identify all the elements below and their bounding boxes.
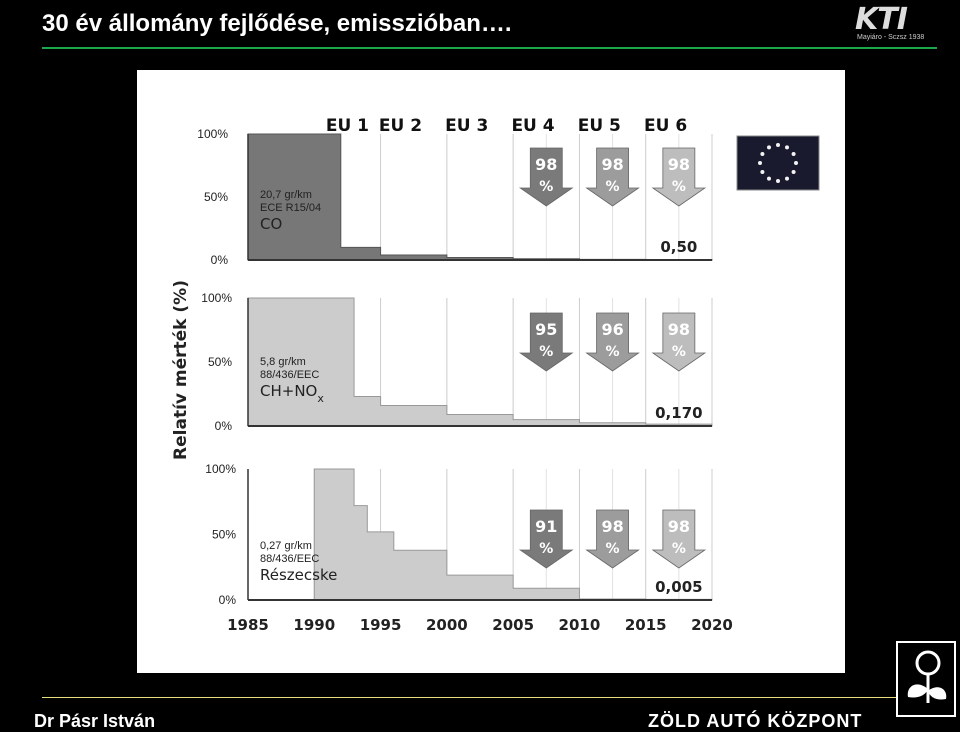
eu-stage-label: EU 5 xyxy=(578,116,621,136)
y-tick-label: 0% xyxy=(215,419,233,433)
plant-leaf-icon xyxy=(896,641,956,717)
eu-flag-star xyxy=(760,170,765,174)
y-tick-label: 50% xyxy=(212,528,236,542)
eu-stage-label: EU 2 xyxy=(379,116,422,136)
y-tick-label: 100% xyxy=(197,127,228,141)
down-arrow-icon xyxy=(651,312,707,372)
eu-flag-star xyxy=(767,145,771,150)
final-limit-value: 0,170 xyxy=(655,404,702,422)
x-tick-label: 1995 xyxy=(360,616,402,634)
final-limit-value: 0,005 xyxy=(655,578,702,596)
eu-flag-star xyxy=(794,161,798,165)
kti-logo: KTI Mayiáro - Sczsz 1938 xyxy=(855,2,937,44)
reduction-percent: 98 xyxy=(668,320,690,339)
reduction-percent-unit: % xyxy=(672,344,686,360)
reduction-percent-unit: % xyxy=(672,541,686,557)
down-arrow-icon xyxy=(585,312,640,372)
eu-flag-star xyxy=(758,161,762,165)
slide-title: 30 év állomány fejlődése, emisszióban…. xyxy=(42,10,512,37)
eu-flag-star xyxy=(791,170,796,174)
eu-flag-star xyxy=(776,179,780,183)
pollutant-name: Részecske xyxy=(260,566,337,584)
regulation-code: 88/436/EEC xyxy=(260,369,319,381)
reduction-percent: 98 xyxy=(601,517,623,536)
down-arrow-icon xyxy=(651,509,707,569)
eu-stage-label: EU 6 xyxy=(644,116,687,136)
limit-value: 20,7 gr/km xyxy=(260,189,312,201)
down-arrow-icon xyxy=(585,509,640,569)
down-arrow-icon xyxy=(519,509,574,569)
x-tick-label: 2000 xyxy=(426,616,468,634)
regulation-code: 88/436/EEC xyxy=(260,553,319,565)
reduction-percent-unit: % xyxy=(606,541,620,557)
pollutant-name: CO xyxy=(260,215,282,233)
reduction-percent: 98 xyxy=(668,155,690,174)
reduction-percent: 98 xyxy=(535,155,557,174)
y-tick-label: 0% xyxy=(219,593,237,607)
limit-value: 5,8 gr/km xyxy=(260,356,306,368)
reduction-percent-unit: % xyxy=(539,541,553,557)
title-divider xyxy=(42,47,937,49)
y-tick-label: 50% xyxy=(208,355,232,369)
eu-flag-star xyxy=(776,143,780,147)
logo-wordmark: KTI xyxy=(855,2,908,37)
x-tick-label: 1985 xyxy=(227,616,269,634)
y-axis-title: Relatív mérték (%) xyxy=(171,280,191,460)
eu-stage-label: EU 4 xyxy=(511,116,554,136)
down-arrow-icon xyxy=(585,147,640,207)
y-tick-label: 100% xyxy=(201,291,232,305)
logo-subtitle: Mayiáro - Sczsz 1938 xyxy=(857,34,925,41)
emission-step-area xyxy=(247,297,713,427)
reduction-percent-unit: % xyxy=(672,179,686,195)
reduction-percent-unit: % xyxy=(606,344,620,360)
reduction-percent: 98 xyxy=(601,155,623,174)
limit-value: 0,27 gr/km xyxy=(260,540,312,552)
eu-stage-label: EU 1 xyxy=(326,116,369,136)
reduction-percent: 91 xyxy=(535,517,557,536)
x-tick-label: 2015 xyxy=(625,616,667,634)
footer-divider xyxy=(42,697,900,698)
pollutant-subscript: x xyxy=(317,392,324,405)
eu-flag-star xyxy=(785,176,789,181)
reduction-percent: 96 xyxy=(601,320,623,339)
regulation-code: ECE R15/04 xyxy=(260,202,321,214)
pollutant-name: CH+NOx xyxy=(260,382,324,405)
eu-flag-star xyxy=(785,145,789,150)
down-arrow-icon xyxy=(651,147,707,207)
x-tick-label: 2010 xyxy=(559,616,601,634)
emission-step-area xyxy=(247,133,713,261)
eu-flag-star xyxy=(791,152,796,156)
eu-flag-star xyxy=(767,176,771,181)
y-tick-label: 0% xyxy=(211,253,229,267)
reduction-percent-unit: % xyxy=(606,179,620,195)
down-arrow-icon xyxy=(519,312,574,372)
x-tick-label: 2005 xyxy=(492,616,534,634)
down-arrow-icon xyxy=(519,147,574,207)
reduction-percent: 95 xyxy=(535,320,557,339)
reduction-percent-unit: % xyxy=(539,344,553,360)
x-tick-label: 1990 xyxy=(293,616,335,634)
eu-flag-star xyxy=(760,152,765,156)
x-tick-label: 2020 xyxy=(691,616,733,634)
final-limit-value: 0,50 xyxy=(660,238,697,256)
y-tick-label: 50% xyxy=(204,190,228,204)
reduction-percent-unit: % xyxy=(539,179,553,195)
y-tick-label: 100% xyxy=(205,462,236,476)
reduction-percent: 98 xyxy=(668,517,690,536)
eu-stage-label: EU 3 xyxy=(445,116,488,136)
